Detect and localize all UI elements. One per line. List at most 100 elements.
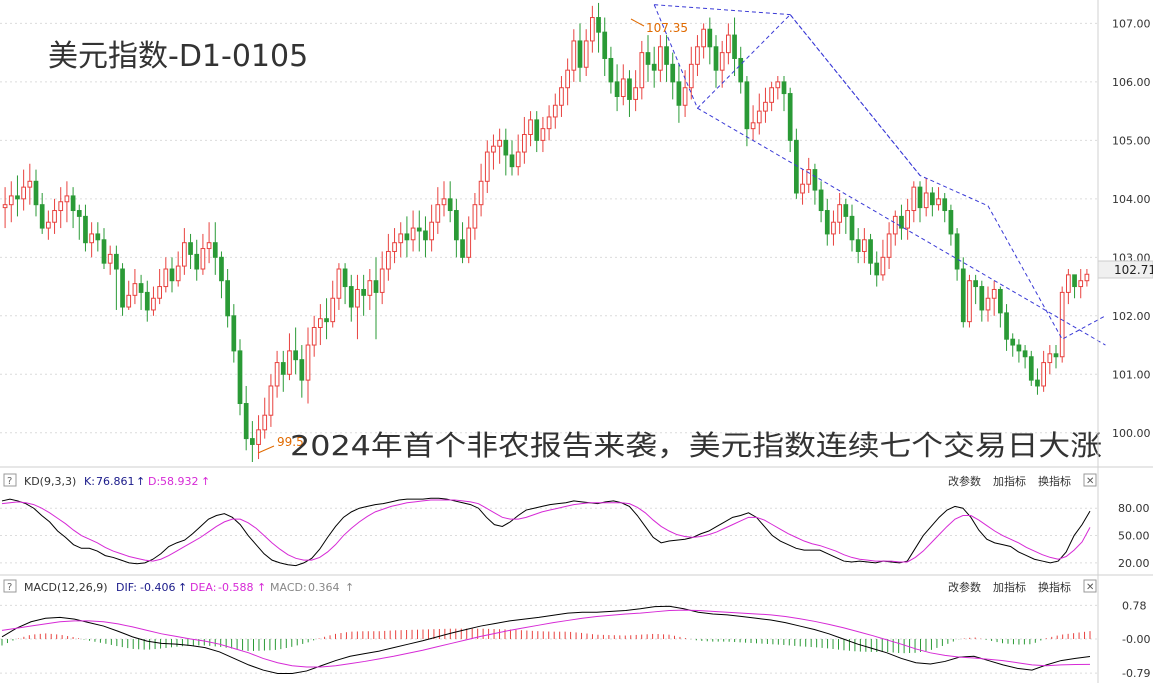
candle-body bbox=[930, 192, 935, 206]
candle bbox=[299, 345, 305, 398]
candle-body bbox=[886, 233, 892, 258]
candle-body bbox=[330, 297, 336, 323]
candle-body bbox=[515, 151, 521, 168]
candle bbox=[472, 192, 478, 240]
candle bbox=[1072, 274, 1077, 299]
candle-body bbox=[361, 288, 366, 296]
trend-line bbox=[697, 107, 1106, 346]
macd-panel: ? MACD(12,26,9) DIF: -0.406 ↑ DEA: -0.58… bbox=[0, 574, 1153, 680]
candle bbox=[138, 274, 144, 310]
candle bbox=[1041, 350, 1046, 392]
candle bbox=[812, 163, 818, 205]
macd-dea-value: -0.588 bbox=[218, 581, 253, 594]
macd-close-button[interactable]: ✕ bbox=[1083, 579, 1097, 593]
candle bbox=[930, 187, 935, 217]
candle bbox=[596, 2, 601, 53]
candle-body bbox=[639, 52, 645, 89]
candle-body bbox=[64, 195, 70, 203]
kd-help-button[interactable]: ? bbox=[3, 473, 17, 487]
candle bbox=[225, 269, 230, 328]
macd-macd-label: MACD: bbox=[270, 581, 307, 594]
candle bbox=[1016, 339, 1022, 363]
candle bbox=[942, 192, 948, 223]
candle bbox=[1059, 286, 1065, 363]
candle-body bbox=[132, 283, 138, 296]
macd-tick-label: 0.78 bbox=[1122, 599, 1147, 612]
candle bbox=[305, 327, 311, 404]
macd-axis: 0.78 -0.00 -0.79 bbox=[1122, 599, 1150, 680]
candle-body bbox=[107, 253, 113, 264]
candle bbox=[95, 222, 101, 252]
candle-body bbox=[843, 204, 849, 217]
candle bbox=[441, 181, 447, 217]
candle bbox=[688, 46, 694, 100]
candle-body bbox=[497, 139, 502, 147]
high-marker bbox=[630, 18, 645, 27]
candle bbox=[874, 251, 880, 287]
candle-body bbox=[268, 385, 274, 416]
candle bbox=[849, 204, 855, 252]
kd-edit-params-button[interactable]: 改参数 bbox=[948, 474, 981, 488]
candle-body bbox=[991, 288, 997, 299]
candle bbox=[398, 222, 404, 258]
candle-body bbox=[695, 46, 700, 65]
candle-body bbox=[559, 87, 564, 106]
candle-body bbox=[614, 81, 620, 97]
candle bbox=[633, 70, 638, 112]
candle-body bbox=[435, 204, 441, 223]
candle-body bbox=[1010, 338, 1016, 346]
candle-body bbox=[676, 81, 682, 106]
kd-tick-label: 20.00 bbox=[1118, 557, 1150, 570]
candle bbox=[64, 181, 70, 223]
candle-body bbox=[670, 63, 676, 83]
candle bbox=[379, 251, 385, 305]
candle-body bbox=[299, 359, 305, 381]
candle bbox=[243, 385, 249, 451]
candle bbox=[676, 64, 682, 123]
candle bbox=[775, 76, 781, 100]
candle-body bbox=[899, 215, 904, 229]
candle-body bbox=[849, 215, 855, 241]
candle bbox=[392, 228, 397, 264]
kd-close-box bbox=[1083, 473, 1097, 487]
candle bbox=[546, 105, 552, 141]
kd-close-icon: ✕ bbox=[1086, 476, 1094, 487]
main-gridlines bbox=[0, 22, 1098, 434]
candle-body bbox=[114, 253, 119, 270]
candle bbox=[120, 263, 125, 316]
kd-close-button[interactable]: ✕ bbox=[1083, 473, 1097, 487]
macd-dif-value: -0.406 bbox=[140, 581, 175, 594]
candle-body bbox=[633, 87, 638, 100]
candle-body bbox=[942, 198, 948, 212]
candle bbox=[744, 76, 750, 147]
candle-body bbox=[95, 233, 101, 241]
candle bbox=[571, 29, 577, 82]
candle-body bbox=[954, 233, 960, 270]
candle-body bbox=[293, 350, 298, 361]
kd-add-indicator-button[interactable]: 加指标 bbox=[993, 474, 1026, 488]
candle bbox=[132, 269, 138, 305]
macd-edit-params-button[interactable]: 改参数 bbox=[948, 580, 981, 594]
kd-swap-indicator-button[interactable]: 换指标 bbox=[1038, 474, 1071, 488]
candle bbox=[206, 222, 212, 264]
candle-body bbox=[503, 139, 509, 156]
macd-swap-indicator-button[interactable]: 换指标 bbox=[1038, 580, 1071, 594]
macd-help-button[interactable]: ? bbox=[3, 579, 17, 593]
candle bbox=[602, 17, 608, 77]
candle bbox=[645, 35, 651, 82]
candle-body bbox=[243, 403, 249, 440]
price-axis: 107.00106.00105.00104.00103.00102.00101.… bbox=[1112, 17, 1151, 439]
candle bbox=[868, 233, 873, 275]
candle-body bbox=[923, 192, 929, 209]
candle-body bbox=[219, 256, 224, 282]
candle-body bbox=[565, 69, 570, 89]
candle-body bbox=[39, 204, 45, 229]
candle bbox=[1066, 269, 1071, 305]
candle bbox=[818, 181, 824, 223]
candle-body bbox=[151, 297, 156, 311]
candle bbox=[1047, 345, 1053, 375]
candle bbox=[843, 198, 849, 234]
candle bbox=[695, 35, 700, 77]
macd-add-indicator-button[interactable]: 加指标 bbox=[993, 580, 1026, 594]
candle-body bbox=[738, 57, 744, 83]
